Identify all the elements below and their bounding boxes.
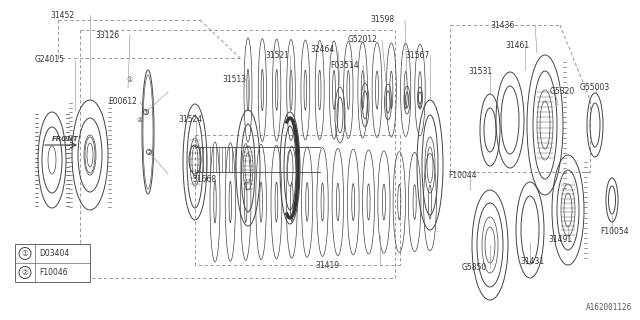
- Text: G5320: G5320: [550, 87, 575, 97]
- Text: ②: ②: [137, 117, 143, 123]
- Text: FRONT: FRONT: [52, 136, 79, 142]
- Text: 31521: 31521: [265, 51, 289, 60]
- Text: G52012: G52012: [348, 36, 378, 44]
- Text: 31491: 31491: [548, 236, 572, 244]
- Bar: [15, 244, 90, 282]
- Text: E00612: E00612: [108, 98, 137, 107]
- Text: 31436: 31436: [490, 20, 515, 29]
- Text: F10046: F10046: [39, 268, 68, 277]
- Text: ①: ①: [22, 249, 28, 258]
- Text: 33126: 33126: [95, 30, 119, 39]
- Text: 31567: 31567: [405, 51, 429, 60]
- Text: 31668: 31668: [192, 175, 216, 185]
- Text: 2: 2: [147, 149, 151, 155]
- Text: D03404: D03404: [39, 249, 69, 258]
- Text: 31513: 31513: [222, 76, 246, 84]
- Text: A162001126: A162001126: [586, 303, 632, 312]
- Text: 31419: 31419: [315, 260, 339, 269]
- Text: 31431: 31431: [520, 258, 544, 267]
- Text: 31461: 31461: [505, 41, 529, 50]
- Text: 31524: 31524: [178, 116, 202, 124]
- Text: ①: ①: [127, 77, 133, 83]
- Text: 31531: 31531: [468, 68, 492, 76]
- Text: 32464: 32464: [310, 45, 334, 54]
- Text: F03514: F03514: [330, 60, 358, 69]
- Text: F10044: F10044: [448, 171, 477, 180]
- Text: 1: 1: [144, 109, 148, 115]
- Text: G24015: G24015: [35, 55, 65, 65]
- Text: ②: ②: [22, 268, 28, 277]
- Text: 31452: 31452: [50, 11, 74, 20]
- Text: G55003: G55003: [580, 84, 611, 92]
- Text: F10054: F10054: [600, 228, 628, 236]
- Text: 31598: 31598: [370, 15, 394, 25]
- Text: G5850: G5850: [462, 263, 487, 273]
